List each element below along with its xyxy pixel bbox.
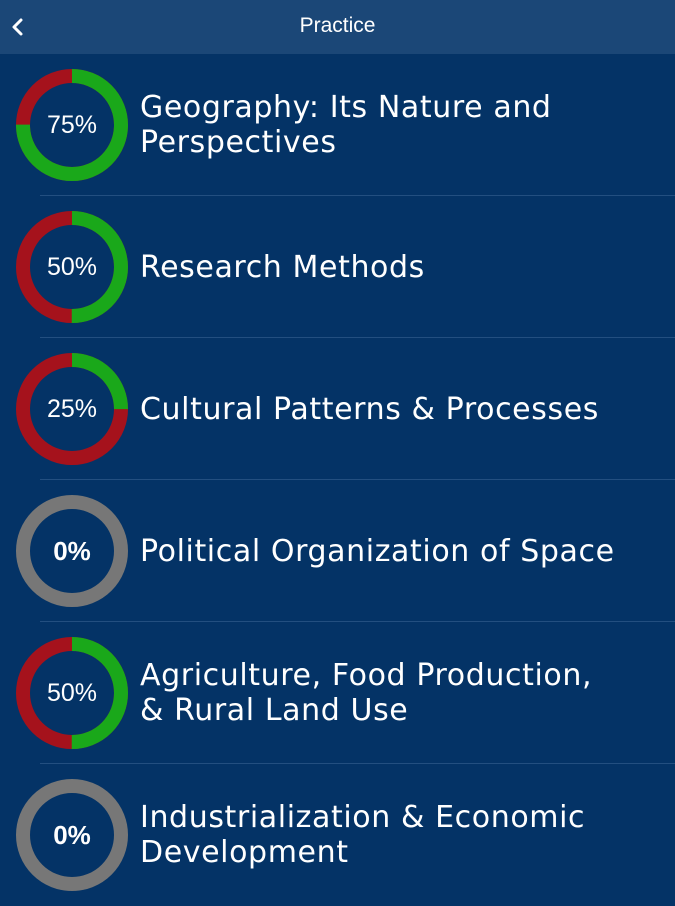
- chevron-left-icon: [12, 18, 23, 36]
- progress-percent: 50%: [46, 253, 98, 281]
- progress-percent: 50%: [46, 679, 98, 707]
- row-divider: [40, 195, 675, 196]
- progress-ring-complete: [16, 211, 128, 323]
- row-divider: [40, 763, 675, 764]
- progress-ring-empty: [16, 495, 128, 607]
- topic-title: Industrialization & Economic Development: [140, 800, 586, 870]
- row-divider: [40, 621, 675, 622]
- progress-ring: 25%: [14, 351, 130, 467]
- progress-percent: 0%: [53, 536, 91, 566]
- topic-title: Research Methods: [140, 249, 425, 285]
- progress-ring: 75%: [14, 67, 130, 183]
- progress-percent: 0%: [53, 820, 91, 850]
- progress-ring: 50%: [14, 635, 130, 751]
- progress-ring-complete: [16, 353, 128, 465]
- topic-row[interactable]: 0% Political Organization of Space: [0, 480, 675, 622]
- topic-title: Geography: Its Nature and Perspectives: [140, 90, 552, 160]
- row-divider: [40, 337, 675, 338]
- header-bar: Practice: [0, 0, 675, 54]
- back-button[interactable]: [2, 10, 36, 44]
- progress-percent: 25%: [46, 395, 98, 423]
- progress-ring: 0%: [14, 493, 130, 609]
- topic-row[interactable]: 50% Research Methods: [0, 196, 675, 338]
- topic-row[interactable]: 50% Agriculture, Food Production, & Rura…: [0, 622, 675, 764]
- row-divider: [40, 479, 675, 480]
- progress-ring: 50%: [14, 209, 130, 325]
- topic-title: Agriculture, Food Production, & Rural La…: [140, 658, 593, 728]
- page-title: Practice: [299, 14, 376, 37]
- progress-ring-empty: [16, 779, 128, 891]
- progress-percent: 75%: [46, 111, 98, 139]
- progress-ring-complete: [16, 637, 128, 749]
- topic-title: Political Organization of Space: [140, 533, 615, 569]
- progress-ring-complete: [16, 69, 128, 181]
- progress-ring: 0%: [14, 777, 130, 893]
- topic-row[interactable]: 0% Industrialization & Economic Developm…: [0, 764, 675, 906]
- topic-row[interactable]: 25% Cultural Patterns & Processes: [0, 338, 675, 480]
- topic-title: Cultural Patterns & Processes: [140, 391, 599, 427]
- topic-row[interactable]: 75% Geography: Its Nature and Perspectiv…: [0, 54, 675, 196]
- topic-list: 75% Geography: Its Nature and Perspectiv…: [0, 54, 675, 906]
